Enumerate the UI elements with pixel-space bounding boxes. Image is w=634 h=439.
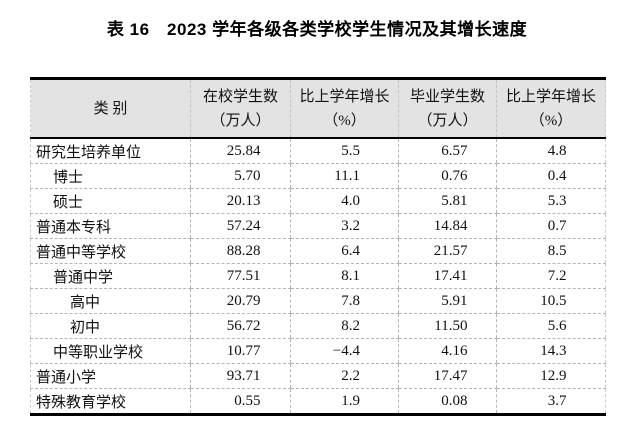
enrolled-growth-cell: 4.0 xyxy=(290,188,399,214)
enrolled-cell: 0.55 xyxy=(190,388,291,415)
col-header-graduates-line1: 毕业学生数 xyxy=(409,88,485,105)
enrolled-growth-cell: 8.2 xyxy=(290,313,399,339)
graduates-growth-cell: 7.2 xyxy=(496,263,606,289)
col-header-enrolled-growth: 比上学年增长 （%） xyxy=(290,78,399,139)
row-label-cell: 中等职业学校 xyxy=(30,338,191,364)
row-label-cell: 普通中学 xyxy=(30,263,191,289)
row-label: 普通中学 xyxy=(53,269,114,286)
table-header: 类 别 在校学生数 （万人） 比上学年增长 （%） 毕业学生数 （万人） xyxy=(30,78,606,139)
graduates-cell: 14.84 xyxy=(398,213,497,239)
enrolled-growth-cell: 2.2 xyxy=(290,363,399,389)
enrolled-growth-cell: 3.2 xyxy=(290,213,399,239)
col-header-category: 类 别 xyxy=(30,78,191,139)
table-row: 高中 20.79 7.8 5.91 10.5 xyxy=(30,288,606,314)
table-row: 普通本专科 57.24 3.2 14.84 0.7 xyxy=(30,213,606,239)
table-row: 研究生培养单位 25.84 5.5 6.57 4.8 xyxy=(30,138,606,164)
graduates-cell: 17.47 xyxy=(398,363,497,389)
table-row: 中等职业学校 10.77 −4.4 4.16 14.3 xyxy=(30,338,606,364)
row-label-cell: 普通中等学校 xyxy=(30,238,191,264)
table-row: 博士 5.70 11.1 0.76 0.4 xyxy=(30,163,606,189)
enrolled-growth-cell: 6.4 xyxy=(290,238,399,264)
student-stats-table: 类 别 在校学生数 （万人） 比上学年增长 （%） 毕业学生数 （万人） xyxy=(30,77,606,416)
enrolled-cell: 25.84 xyxy=(190,138,291,164)
table-row: 普通小学 93.71 2.2 17.47 12.9 xyxy=(30,363,606,389)
col-header-enrolled: 在校学生数 （万人） xyxy=(190,78,291,139)
graduates-cell: 17.41 xyxy=(398,263,497,289)
table-row: 普通中等学校 88.28 6.4 21.57 8.5 xyxy=(30,238,606,264)
row-label: 普通小学 xyxy=(36,369,97,386)
graduates-growth-cell: 0.7 xyxy=(496,213,606,239)
enrolled-cell: 88.28 xyxy=(190,238,291,264)
col-header-graduates-line2: （万人） xyxy=(417,112,478,129)
row-label: 研究生培养单位 xyxy=(36,144,142,161)
graduates-growth-cell: 5.3 xyxy=(496,188,606,214)
enrolled-cell: 93.71 xyxy=(190,363,291,389)
enrolled-cell: 20.13 xyxy=(190,188,291,214)
row-label: 博士 xyxy=(53,169,84,186)
graduates-growth-cell: 0.4 xyxy=(496,163,606,189)
graduates-cell: 6.57 xyxy=(398,138,497,164)
row-label: 普通本专科 xyxy=(36,219,112,236)
enrolled-cell: 20.79 xyxy=(190,288,291,314)
row-label: 硕士 xyxy=(53,194,84,211)
enrolled-growth-cell: 11.1 xyxy=(290,163,399,189)
table-body: 研究生培养单位 25.84 5.5 6.57 4.8 博士 5.70 11.1 … xyxy=(30,138,606,415)
row-label-cell: 研究生培养单位 xyxy=(30,138,191,164)
graduates-growth-cell: 14.3 xyxy=(496,338,606,364)
graduates-cell: 0.76 xyxy=(398,163,497,189)
table-row: 普通中学 77.51 8.1 17.41 7.2 xyxy=(30,263,606,289)
graduates-growth-cell: 4.8 xyxy=(496,138,606,164)
enrolled-growth-cell: 7.8 xyxy=(290,288,399,314)
row-label-cell: 高中 xyxy=(30,288,191,314)
row-label: 初中 xyxy=(70,319,101,336)
graduates-cell: 4.16 xyxy=(398,338,497,364)
row-label-cell: 博士 xyxy=(30,163,191,189)
row-label: 中等职业学校 xyxy=(53,344,144,361)
graduates-growth-cell: 3.7 xyxy=(496,388,606,415)
col-header-enrolled-line1: 在校学生数 xyxy=(202,88,278,105)
row-label: 高中 xyxy=(70,294,101,311)
row-label-cell: 硕士 xyxy=(30,188,191,214)
graduates-growth-cell: 5.6 xyxy=(496,313,606,339)
enrolled-cell: 10.77 xyxy=(190,338,291,364)
graduates-cell: 11.50 xyxy=(398,313,497,339)
enrolled-growth-cell: 8.1 xyxy=(290,263,399,289)
enrolled-growth-cell: 1.9 xyxy=(290,388,399,415)
page-title: 表 16 2023 学年各级各类学校学生情况及其增长速度 xyxy=(106,20,528,39)
col-header-graduates-growth: 比上学年增长 （%） xyxy=(496,78,606,139)
row-label-cell: 普通本专科 xyxy=(30,213,191,239)
graduates-growth-cell: 12.9 xyxy=(496,363,606,389)
enrolled-growth-cell: 5.5 xyxy=(290,138,399,164)
graduates-growth-cell: 8.5 xyxy=(496,238,606,264)
enrolled-growth-cell: −4.4 xyxy=(290,338,399,364)
graduates-cell: 5.91 xyxy=(398,288,497,314)
enrolled-cell: 5.70 xyxy=(190,163,291,189)
report-page: 表 16 2023 学年各级各类学校学生情况及其增长速度 类 别 在校学生数 （… xyxy=(0,15,634,439)
col-header-enrolled-growth-line2: （%） xyxy=(323,112,366,129)
enrolled-cell: 56.72 xyxy=(190,313,291,339)
col-header-category-label: 类 别 xyxy=(93,100,128,117)
table-row: 初中 56.72 8.2 11.50 5.6 xyxy=(30,313,606,339)
col-header-enrolled-growth-line1: 比上学年增长 xyxy=(299,88,390,105)
graduates-cell: 5.81 xyxy=(398,188,497,214)
row-label-cell: 普通小学 xyxy=(30,363,191,389)
graduates-cell: 0.08 xyxy=(398,388,497,415)
enrolled-cell: 57.24 xyxy=(190,213,291,239)
col-header-enrolled-line2: （万人） xyxy=(210,112,271,129)
graduates-growth-cell: 10.5 xyxy=(496,288,606,314)
graduates-cell: 21.57 xyxy=(398,238,497,264)
table-row: 特殊教育学校 0.55 1.9 0.08 3.7 xyxy=(31,388,606,415)
col-header-graduates-growth-line1: 比上学年增长 xyxy=(505,88,596,105)
enrolled-cell: 77.51 xyxy=(190,263,291,289)
row-label-cell: 初中 xyxy=(30,313,191,339)
row-label-cell: 特殊教育学校 xyxy=(31,389,191,415)
table-row: 硕士 20.13 4.0 5.81 5.3 xyxy=(30,188,606,214)
row-label: 特殊教育学校 xyxy=(36,394,127,411)
statistics-table: 类 别 在校学生数 （万人） 比上学年增长 （%） 毕业学生数 （万人） xyxy=(30,77,606,416)
row-label: 普通中等学校 xyxy=(36,244,127,261)
col-header-graduates-growth-line2: （%） xyxy=(529,112,573,129)
header-row: 类 别 在校学生数 （万人） 比上学年增长 （%） 毕业学生数 （万人） xyxy=(30,78,606,139)
col-header-graduates: 毕业学生数 （万人） xyxy=(398,78,497,139)
